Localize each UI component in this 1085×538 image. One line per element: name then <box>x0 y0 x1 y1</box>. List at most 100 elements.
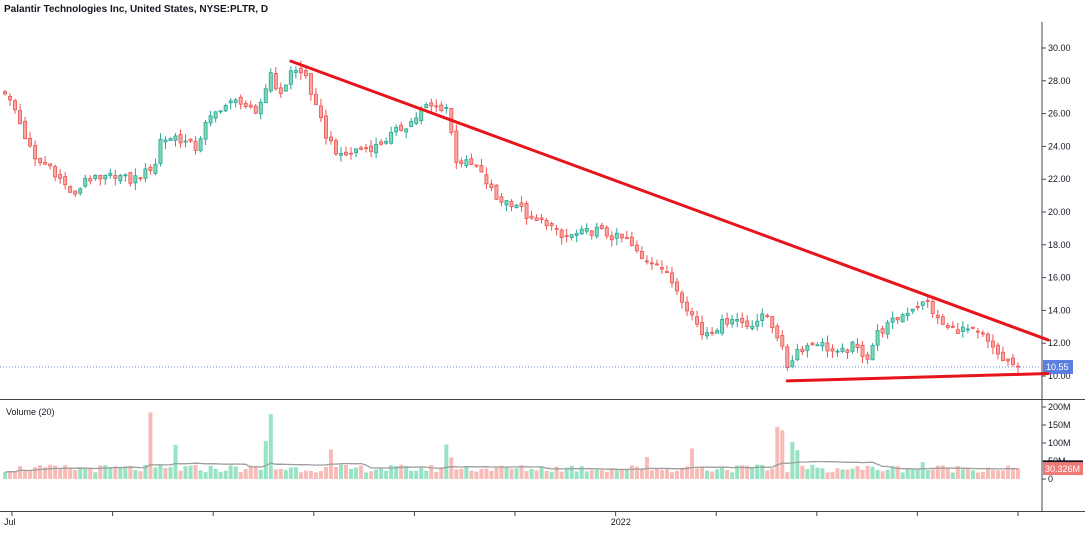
candle-body <box>268 72 273 92</box>
candle <box>323 109 328 145</box>
candle-body <box>223 105 228 112</box>
last-price-badge <box>1043 359 1073 374</box>
candle <box>28 131 33 148</box>
candle <box>604 225 609 239</box>
volume-bar <box>158 465 163 479</box>
candle-body <box>273 72 278 90</box>
volume-bar <box>243 469 248 479</box>
candle <box>930 298 935 319</box>
volume-bar <box>338 464 344 479</box>
candle <box>43 156 48 165</box>
candle-body <box>63 176 68 186</box>
price-axis-label: 18.00 <box>1048 240 1071 250</box>
volume-bar <box>745 465 750 479</box>
candle-body <box>569 234 574 238</box>
candle <box>18 104 22 125</box>
candle <box>203 119 208 146</box>
candle <box>499 193 504 207</box>
candle <box>143 163 148 183</box>
candle <box>584 223 589 235</box>
candle <box>599 222 604 230</box>
volume-bar <box>479 468 484 479</box>
volume-bar <box>414 470 419 479</box>
candle <box>1016 362 1020 374</box>
candle-body <box>93 174 98 179</box>
volume-bar <box>278 468 283 479</box>
candle <box>900 312 905 323</box>
candle-body <box>700 322 705 336</box>
candle-body <box>193 140 198 151</box>
volume-bar <box>48 464 53 479</box>
candle <box>278 82 283 98</box>
volume-bar <box>674 470 679 479</box>
volume-bar <box>775 426 780 479</box>
volume-bar <box>579 466 584 479</box>
candle-body <box>544 220 549 227</box>
candle-body <box>534 217 539 221</box>
volume-bar <box>349 468 354 479</box>
candle-body <box>148 166 153 172</box>
volume-bar <box>805 469 810 479</box>
candle <box>539 213 544 224</box>
candle-body <box>133 175 138 184</box>
volume-bar <box>474 471 479 479</box>
candle <box>975 328 980 339</box>
candle <box>990 334 995 355</box>
volume-bar <box>333 467 338 479</box>
candle <box>529 210 534 220</box>
candle <box>459 157 464 168</box>
volume-bar <box>58 468 63 479</box>
candle-body <box>364 147 369 150</box>
price-axis-label: 30.00 <box>1048 43 1071 53</box>
volume-bar <box>564 467 569 479</box>
volume-bar <box>770 468 775 479</box>
volume-bar <box>303 470 308 479</box>
volume-bar <box>950 472 955 479</box>
volume-bar <box>574 471 579 479</box>
volume-bar <box>649 470 654 479</box>
candle <box>609 231 614 247</box>
candle-body <box>198 138 203 152</box>
candle-body <box>519 202 524 207</box>
volume-bar <box>850 468 855 479</box>
volume-bar <box>604 471 609 479</box>
candle <box>800 346 805 356</box>
candle <box>589 230 594 240</box>
candle-body <box>835 350 840 353</box>
candle-body <box>464 159 469 167</box>
volume-bar <box>750 468 755 479</box>
volume-bar <box>534 470 539 479</box>
volume-bar <box>198 470 203 479</box>
volume-axis-label: 200M <box>1048 402 1071 412</box>
candle-body <box>3 91 7 95</box>
volume-bar <box>143 465 148 479</box>
candle-body <box>258 101 263 115</box>
candle-body <box>118 174 123 182</box>
candle-body <box>183 140 188 143</box>
volume-bar <box>940 465 945 479</box>
time-axis-label: 2022 <box>611 517 631 527</box>
volume-axis-label: 0 <box>1048 474 1053 484</box>
candle-body <box>123 174 128 177</box>
candle-body <box>670 272 674 284</box>
last-volume-label: 30.326M <box>1045 464 1080 474</box>
candle-body <box>775 325 780 339</box>
candle-body <box>685 301 689 312</box>
candle-body <box>860 344 865 357</box>
candle-body <box>349 152 353 155</box>
candle-body <box>845 349 850 353</box>
last-volume-badge <box>1043 462 1083 476</box>
candle <box>920 301 925 311</box>
volume-bar <box>1000 470 1005 479</box>
volume-bar <box>208 465 213 479</box>
candle <box>359 145 364 151</box>
volume-bar <box>28 471 33 479</box>
volume-bar <box>825 472 830 479</box>
candle-body <box>68 186 73 193</box>
candle <box>940 313 945 326</box>
candle-body <box>805 345 810 351</box>
volume-bar <box>13 471 18 479</box>
volume-bar <box>820 468 825 479</box>
volume-bar <box>454 469 459 479</box>
